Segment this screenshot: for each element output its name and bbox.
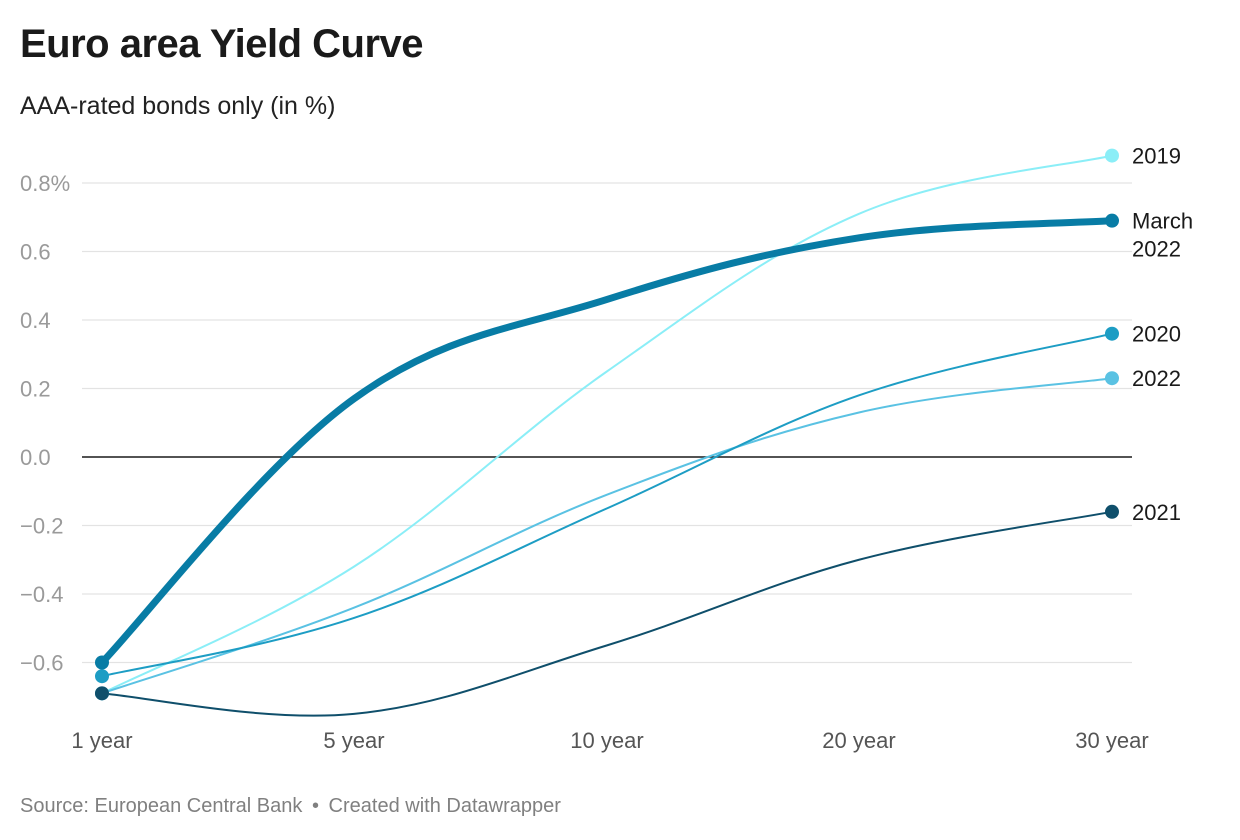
series-label-2020: 2020 — [1132, 322, 1181, 347]
series-label-march-2022: March 2022 — [1132, 209, 1193, 262]
series-line-2021 — [101, 510, 1113, 717]
x-tick-label: 30 year — [1075, 728, 1148, 753]
data-point-2020 — [1105, 326, 1119, 341]
data-point-2021 — [95, 686, 109, 701]
series-line-2019 — [101, 154, 1113, 695]
y-tick-label: −0.4 — [20, 582, 63, 607]
data-point-2022 — [1105, 371, 1119, 386]
x-tick-label: 5 year — [323, 728, 384, 753]
y-tick-label: 0.8% — [20, 171, 70, 196]
y-tick-label: 0.0 — [20, 445, 51, 470]
series-points — [95, 148, 1119, 701]
series-label-2019: 2019 — [1132, 144, 1181, 169]
series-label-2022: 2022 — [1132, 366, 1181, 391]
y-tick-label: −0.2 — [20, 514, 63, 539]
y-tick-label: 0.2 — [20, 377, 51, 402]
chart-subtitle: AAA-rated bonds only (in %) — [20, 92, 336, 120]
data-point-march-2022 — [1105, 213, 1119, 228]
series-line-2020 — [101, 332, 1113, 678]
source-text: Source: European Central Bank — [20, 795, 303, 817]
series-label-2021: 2021 — [1132, 500, 1181, 525]
x-tick-label: 20 year — [822, 728, 895, 753]
y-tick-label: 0.6 — [20, 240, 51, 265]
data-point-2019 — [1105, 148, 1119, 163]
y-tick-label: 0.4 — [20, 308, 51, 333]
series-labels: 2019 2022 2020 2021 March 2022 — [1132, 144, 1193, 525]
x-tick-label: 1 year — [71, 728, 132, 753]
data-point-2020 — [95, 669, 109, 684]
y-tick-label: −0.6 — [20, 651, 63, 676]
x-axis-ticks: 1 year 5 year 10 year 20 year 30 year — [71, 728, 1148, 753]
data-point-2021 — [1105, 504, 1119, 519]
data-point-march-2022 — [95, 655, 109, 670]
source-note: Source: European Central Bank • Created … — [20, 795, 561, 818]
y-axis-ticks: 0.8% 0.6 0.4 0.2 0.0 −0.2 −0.4 −0.6 — [20, 171, 70, 676]
gridlines — [82, 182, 1132, 664]
chart-title: Euro area Yield Curve — [20, 22, 424, 66]
series-line-march-2022 — [98, 217, 1116, 666]
series-lines — [98, 154, 1116, 717]
credit-text: Created with Datawrapper — [328, 795, 561, 817]
x-tick-label: 10 year — [570, 728, 643, 753]
source-separator: • — [311, 795, 319, 817]
series-line-2022 — [101, 377, 1113, 695]
